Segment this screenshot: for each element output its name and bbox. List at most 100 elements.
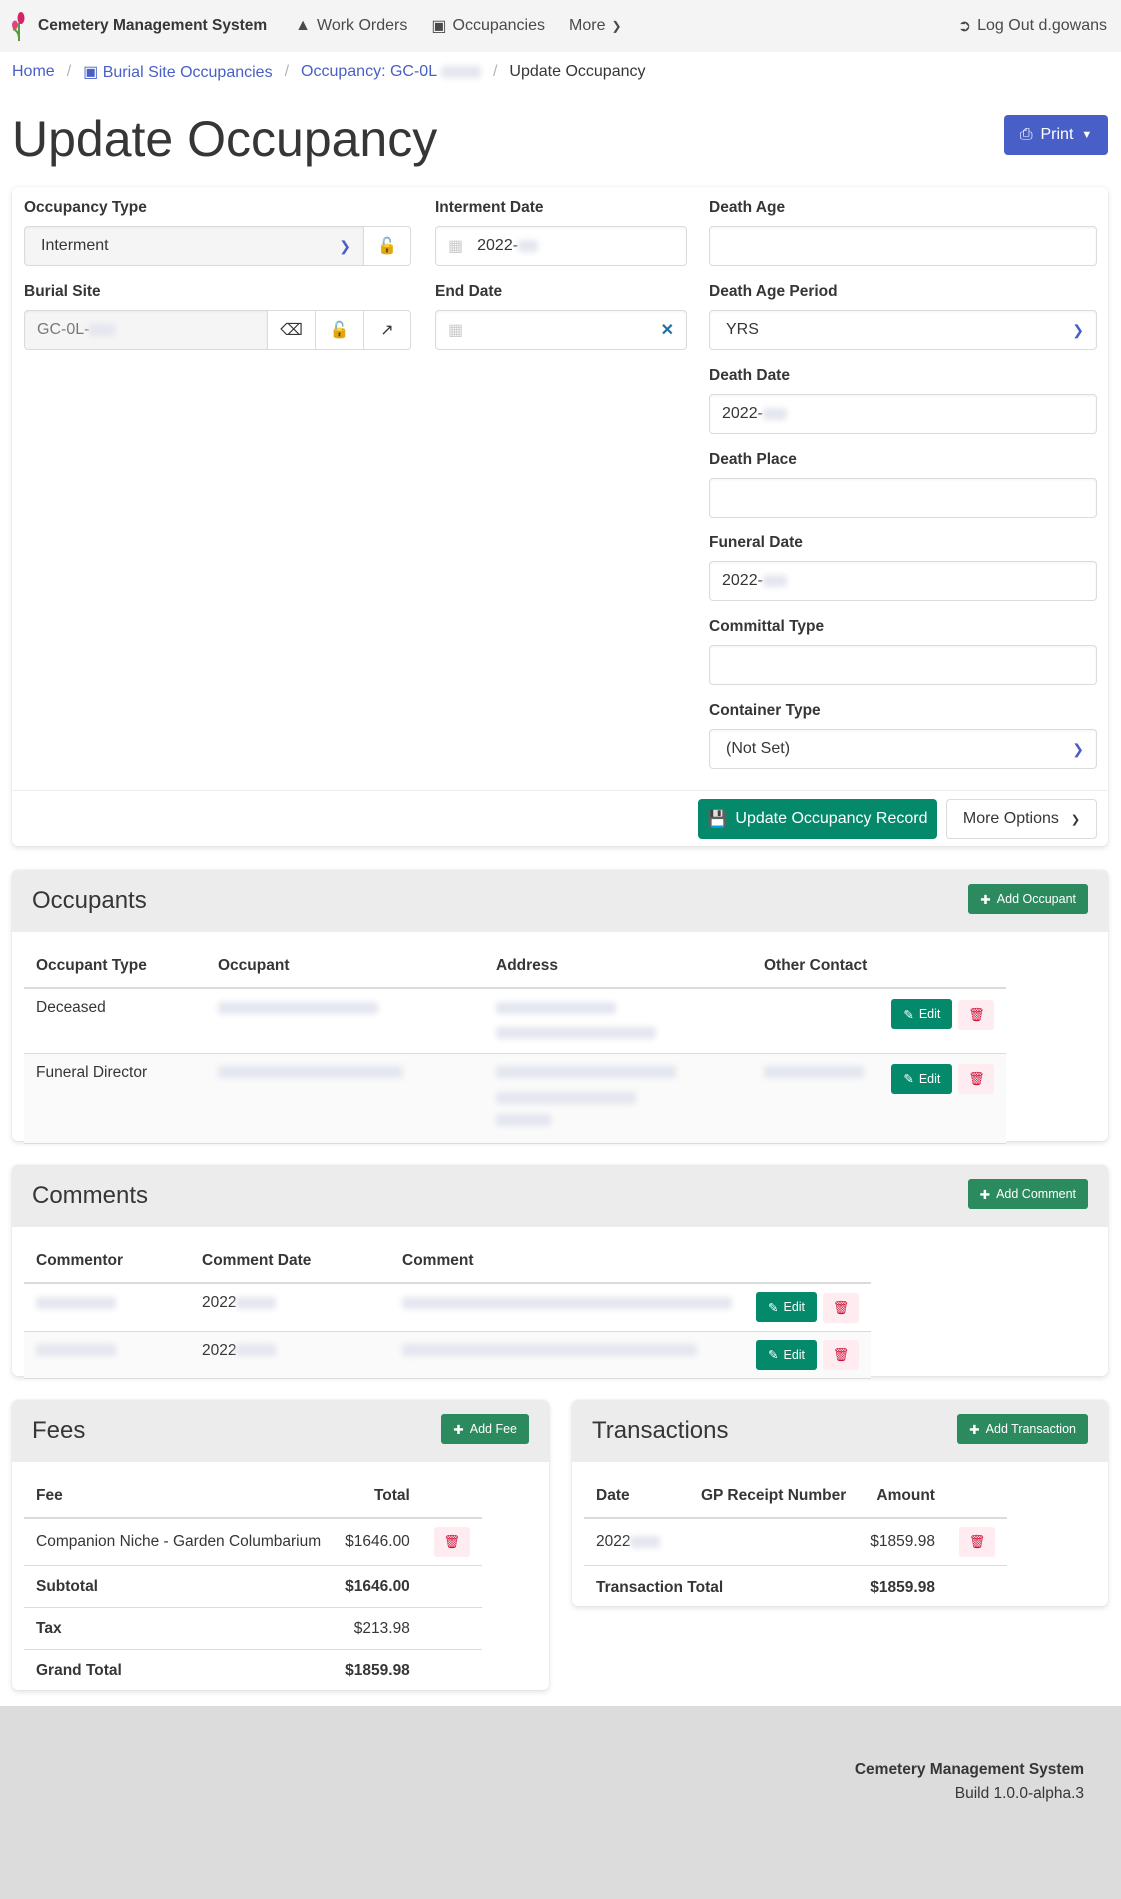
- column-header: Commentor: [24, 1239, 190, 1284]
- redacted-value: [496, 1027, 656, 1039]
- redacted-value: [762, 575, 787, 587]
- button-label: Add Occupant: [996, 892, 1076, 906]
- funeral-date-input[interactable]: 2022-: [709, 561, 1097, 601]
- tax-value: $213.98: [333, 1607, 422, 1650]
- redacted-value: [218, 1066, 403, 1079]
- print-label: Print: [1040, 126, 1074, 143]
- chevron-down-icon: ❯: [1070, 813, 1081, 826]
- column-header: Total: [333, 1474, 422, 1519]
- column-header: [946, 1474, 1007, 1519]
- panel-header: Transactions ✚ Add Transaction: [572, 1400, 1108, 1462]
- footer-app-name: Cemetery Management System: [854, 1761, 1084, 1778]
- delete-button[interactable]: 🗑: [958, 1064, 995, 1094]
- add-comment-button[interactable]: ✚ Add Comment: [967, 1179, 1088, 1209]
- redacted-value: [762, 408, 787, 420]
- burial-site-input[interactable]: GC-0L-: [24, 310, 268, 350]
- death-date-input[interactable]: 2022-: [709, 394, 1097, 434]
- edit-button[interactable]: ✎ Edit: [756, 1292, 818, 1322]
- breadcrumb-occupancies[interactable]: ▣ Burial Site Occupancies: [83, 62, 272, 82]
- open-burial-site-button[interactable]: ↗: [363, 310, 411, 350]
- redacted-value: [236, 1296, 277, 1309]
- chevron-down-icon: ❯: [339, 237, 351, 254]
- comment-date: 2022: [202, 1341, 237, 1359]
- redacted-value: [764, 1066, 864, 1079]
- end-date-input[interactable]: ▦ ✕: [435, 310, 687, 350]
- nav-more[interactable]: More ❯: [569, 17, 622, 35]
- trash-icon: 🗑: [443, 1534, 461, 1549]
- pencil-icon: ✎: [903, 1072, 914, 1086]
- delete-button[interactable]: 🗑: [823, 1340, 860, 1370]
- input-value: GC-0L-: [37, 321, 90, 338]
- input-value: 2022-: [477, 237, 519, 254]
- unlock-burial-site-button[interactable]: 🔓: [315, 310, 364, 350]
- trash-icon: 🗑: [832, 1347, 850, 1362]
- caret-down-icon: ▼: [1081, 129, 1093, 141]
- pencil-icon: ✎: [768, 1348, 779, 1362]
- breadcrumb-current: Update Occupancy: [509, 63, 646, 80]
- page-title: Update Occupancy: [12, 111, 438, 167]
- delete-transaction-button[interactable]: 🗑: [958, 1527, 995, 1557]
- breadcrumb-home[interactable]: Home: [12, 63, 55, 80]
- pencil-icon: ✎: [903, 1007, 914, 1022]
- clear-burial-site-button[interactable]: ⌫: [267, 310, 316, 350]
- delete-button[interactable]: 🗑: [958, 999, 995, 1030]
- column-header: [879, 944, 1007, 989]
- button-label: Update Occupancy Record: [735, 810, 928, 827]
- select-value: YRS: [726, 321, 759, 338]
- death-place-input[interactable]: [709, 478, 1097, 518]
- button-label: More Options: [962, 810, 1059, 827]
- redacted-value: [496, 1091, 636, 1104]
- breadcrumb-occupancy[interactable]: Occupancy: GC-0L: [301, 63, 481, 81]
- nav-work-orders[interactable]: ▲ Work Orders: [295, 17, 407, 35]
- clear-date-icon[interactable]: ✕: [660, 322, 674, 339]
- trash-icon: 🗑: [832, 1299, 850, 1315]
- add-occupant-button[interactable]: ✚ Add Occupant: [968, 884, 1088, 914]
- logout-label: Log Out d.gowans: [977, 17, 1107, 34]
- brand-link[interactable]: Cemetery Management System: [10, 11, 267, 41]
- add-fee-button[interactable]: ✚ Add Fee: [441, 1414, 529, 1444]
- edit-button[interactable]: ✎ Edit: [891, 999, 953, 1029]
- navbar: Cemetery Management System ▲ Work Orders …: [0, 0, 1121, 52]
- occupancy-type-select[interactable]: Interment ❯: [24, 226, 364, 266]
- unlock-button[interactable]: 🔓: [363, 226, 411, 266]
- footer-build: Build 1.0.0-alpha.3: [954, 1785, 1084, 1802]
- death-date-label: Death Date: [709, 367, 790, 384]
- container-type-select[interactable]: (Not Set) ❯: [709, 729, 1097, 769]
- nav-occupancies[interactable]: ▣ Occupancies: [431, 16, 545, 36]
- comments-panel: Comments ✚ Add Comment Commentor Comment D…: [12, 1165, 1108, 1379]
- redacted-value: [496, 1113, 551, 1126]
- table-row: Funeral Director ✎ Edit 🗑: [24, 1053, 1007, 1144]
- logout-link[interactable]: ➲ Log Out d.gowans: [958, 16, 1107, 36]
- add-transaction-button[interactable]: ✚ Add Transaction: [957, 1414, 1088, 1444]
- column-header: Occupant Type: [24, 944, 206, 989]
- edit-button[interactable]: ✎ Edit: [891, 1063, 953, 1094]
- transaction-total-value: $1859.98: [870, 1578, 935, 1596]
- committal-type-input[interactable]: [709, 645, 1097, 685]
- death-age-period-select[interactable]: YRS ❯: [709, 310, 1097, 350]
- column-header: Occupant: [206, 944, 484, 989]
- external-link-icon: ↗: [380, 322, 394, 339]
- interment-date-input[interactable]: ▦ 2022-: [435, 226, 687, 266]
- panel-title: Transactions: [592, 1417, 729, 1444]
- table-row: 2022 ✎ Edit 🗑: [24, 1283, 872, 1332]
- redacted-value: [36, 1344, 116, 1357]
- edit-button[interactable]: ✎ Edit: [756, 1339, 818, 1370]
- burial-site-label: Burial Site: [24, 283, 101, 300]
- subtotal-row: Subtotal $1646.00: [24, 1565, 482, 1608]
- update-occupancy-button[interactable]: 💾 Update Occupancy Record: [698, 799, 937, 839]
- more-options-button[interactable]: More Options ❯: [946, 799, 1097, 839]
- breadcrumb-separator: /: [492, 63, 498, 80]
- sign-out-icon: ➲: [957, 18, 972, 35]
- death-age-input[interactable]: [709, 226, 1097, 266]
- delete-fee-button[interactable]: 🗑: [433, 1527, 470, 1557]
- breadcrumb-label: Burial Site Occupancies: [102, 64, 273, 81]
- button-label: Edit: [918, 1007, 941, 1021]
- transaction-date: 2022: [596, 1533, 631, 1550]
- button-label: Add Comment: [996, 1187, 1076, 1201]
- occupancy-icon: ▣: [431, 18, 447, 35]
- breadcrumb-separator: /: [66, 63, 72, 80]
- redacted-value: [496, 1066, 676, 1079]
- trash-icon: 🗑: [968, 1071, 985, 1086]
- delete-button[interactable]: 🗑: [823, 1292, 860, 1323]
- print-button[interactable]: ⎙ Print ▼: [1004, 115, 1108, 155]
